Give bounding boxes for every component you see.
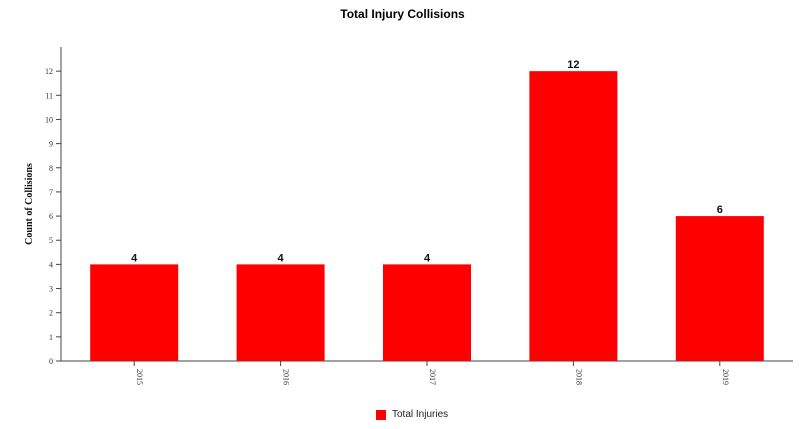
y-tick-label: 1 [49,333,53,342]
data-label: 12 [567,59,579,71]
data-label: 4 [131,252,138,264]
legend-swatch [376,409,386,420]
y-tick-label: 11 [45,91,53,100]
x-tick-label: 2015 [135,369,144,385]
bar [90,264,179,361]
y-tick-label: 7 [49,188,53,197]
data-label: 6 [717,204,723,216]
y-tick-label: 2 [49,309,53,318]
bar [529,71,618,362]
chart-title: Total Injury Collisions [340,7,465,21]
x-tick-label: 2017 [428,369,437,385]
y-tick-label: 12 [45,67,53,76]
y-tick-label: 10 [45,115,53,124]
bar [383,264,471,361]
y-axis-label: Count of Collisions [24,163,35,245]
y-tick-label: 0 [49,357,53,366]
data-label: 4 [278,252,285,264]
y-tick-label: 9 [49,140,53,149]
bar [236,264,325,361]
legend-label: Total Injuries [392,409,449,420]
x-tick-label: 2019 [721,369,730,385]
y-tick-label: 3 [49,285,53,294]
y-tick-label: 6 [49,212,53,221]
bars [90,71,764,362]
x-tick-label: 2018 [574,369,583,385]
legend: Total Injuries [376,409,448,420]
y-tick-label: 5 [49,236,53,245]
x-tick-label: 2016 [282,369,291,385]
y-tick-label: 4 [49,260,53,269]
y-tick-label: 8 [49,164,53,173]
bar [675,216,764,361]
data-label: 4 [424,252,431,264]
data-labels: 4 4 4 12 6 [131,59,723,264]
